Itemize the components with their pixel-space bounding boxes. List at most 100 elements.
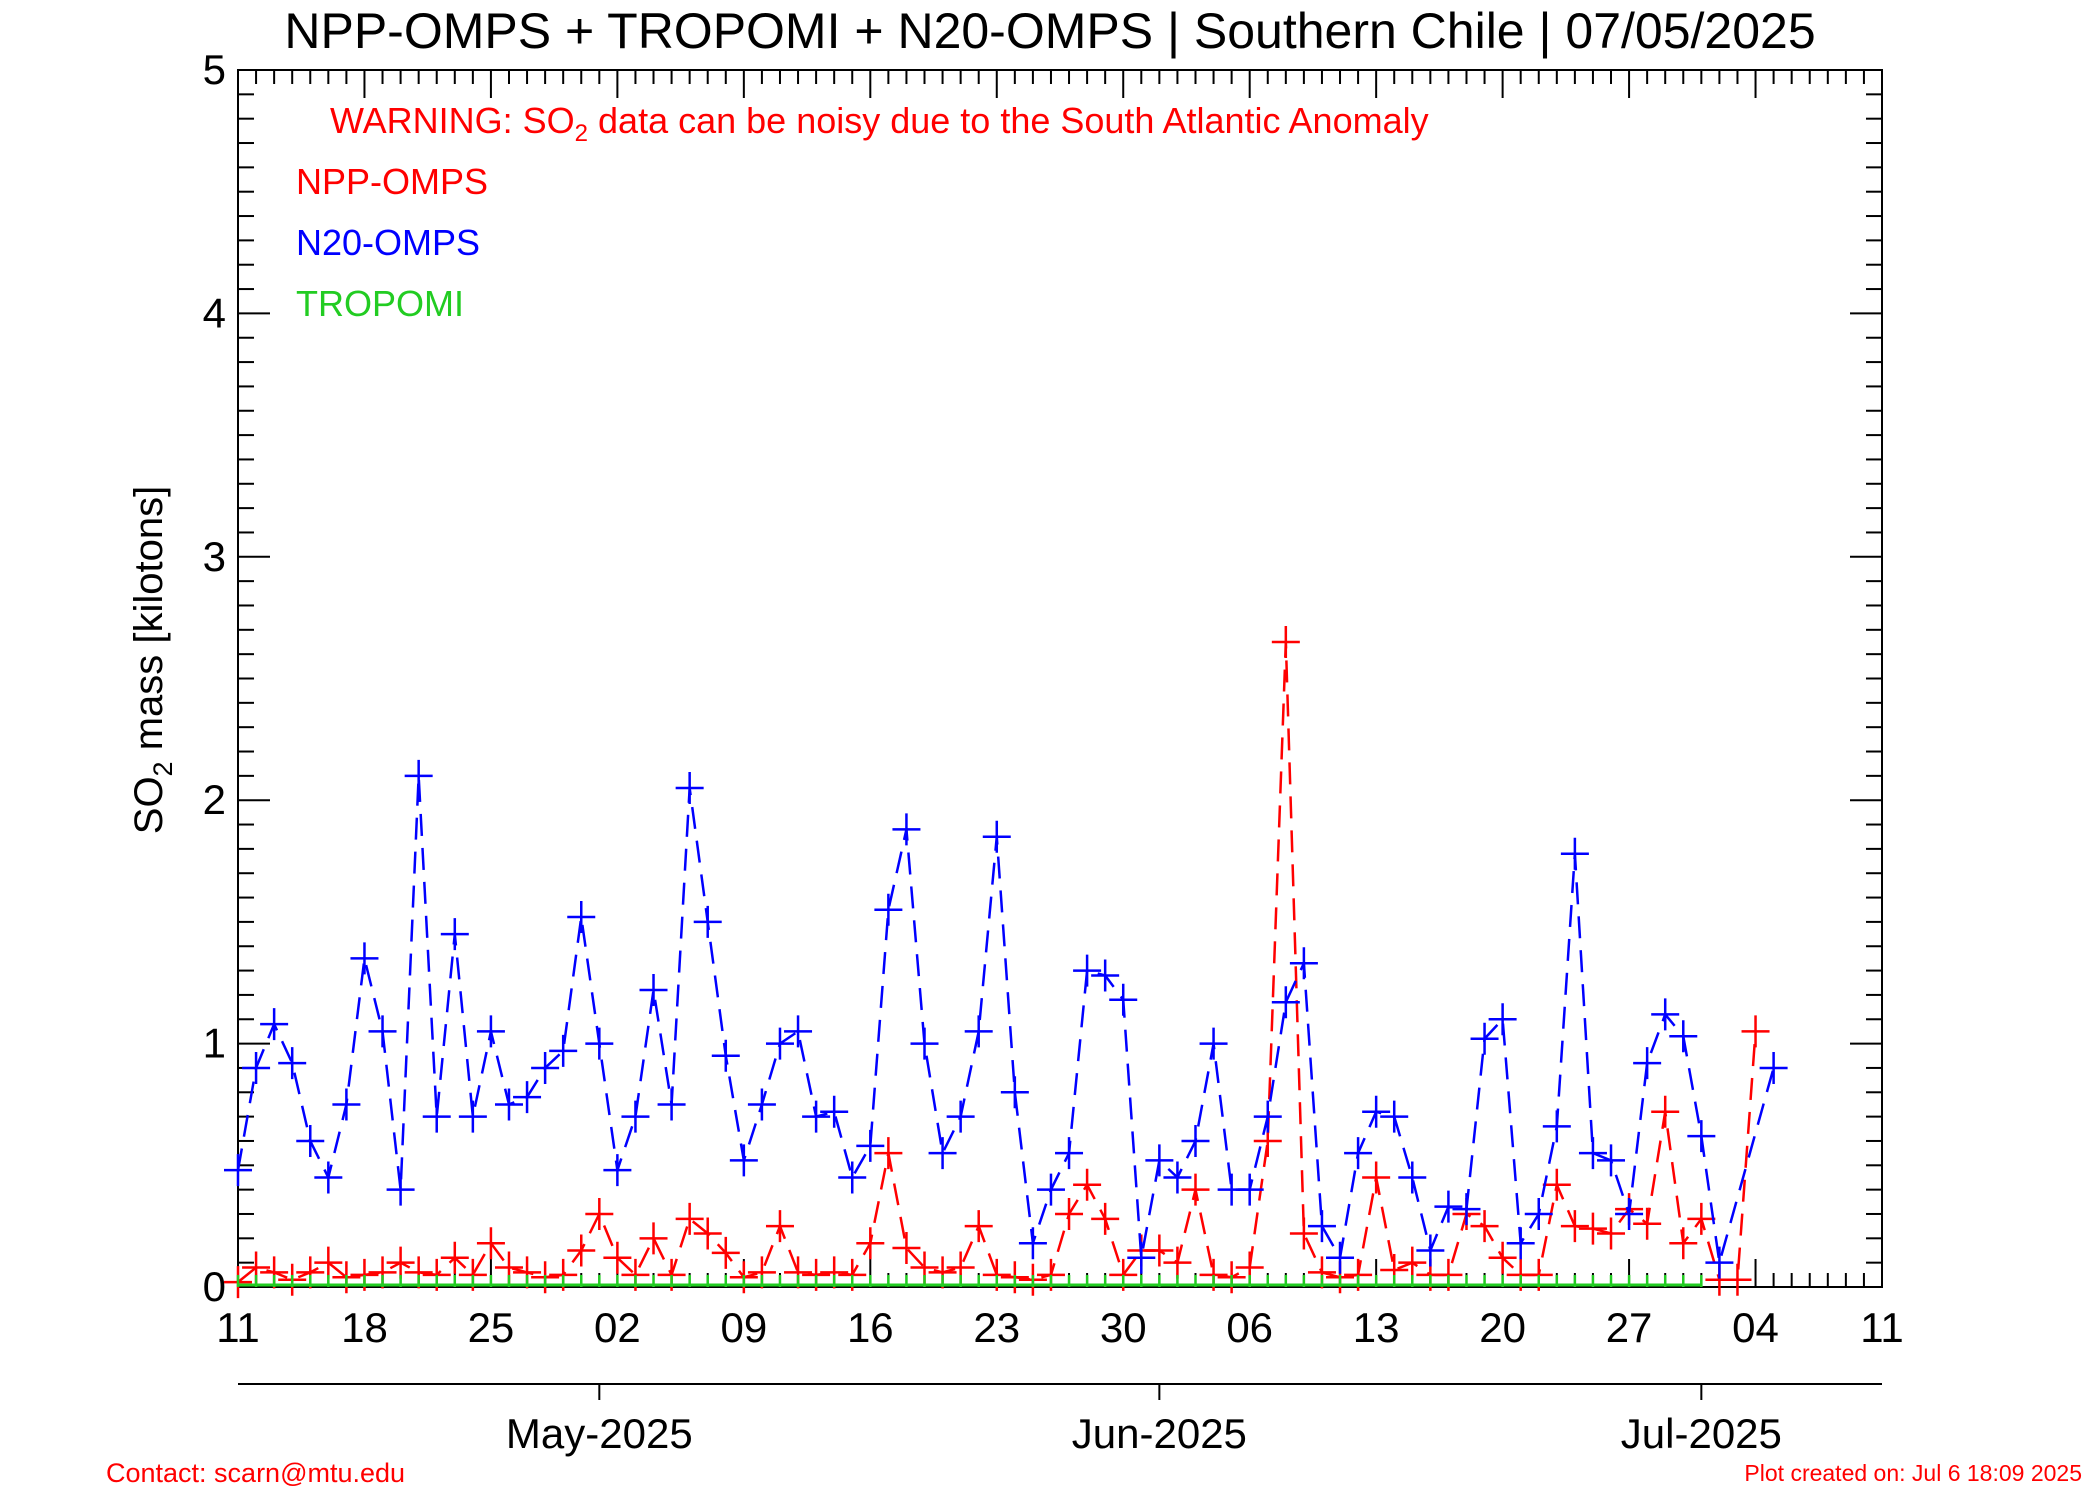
data-point — [404, 759, 433, 792]
data-point — [1560, 1210, 1589, 1243]
data-point — [765, 1210, 794, 1243]
contact-text: Contact: scarn@mtu.edu — [106, 1458, 406, 1488]
y-tick-label: 2 — [203, 776, 226, 823]
legend-entry: TROPOMI — [296, 283, 464, 324]
data-point — [892, 813, 921, 846]
data-point — [314, 1161, 343, 1194]
svg-text:WARNING: SO2 data can be noisy: WARNING: SO2 data can be noisy due to th… — [330, 100, 1429, 147]
data-point — [693, 905, 722, 938]
data-point — [296, 1124, 325, 1157]
y-axis-label-main: SO — [127, 776, 171, 834]
warning-text-pre: WARNING: SO — [330, 100, 575, 141]
y-tick-label: 4 — [203, 289, 226, 336]
data-point — [1506, 1227, 1535, 1260]
data-point — [458, 1100, 487, 1133]
data-point — [1181, 1173, 1210, 1206]
data-point — [1578, 1212, 1607, 1245]
data-point — [494, 1088, 523, 1121]
data-point — [838, 1161, 867, 1194]
data-point — [513, 1081, 542, 1114]
data-point — [639, 974, 668, 1007]
data-point — [314, 1246, 343, 1279]
data-point — [1091, 1202, 1120, 1235]
plot-frame — [237, 69, 1883, 1288]
x-tick-label: 02 — [594, 1304, 641, 1351]
series-tropomi — [236, 1275, 1703, 1287]
data-point — [242, 1051, 271, 1084]
data-point — [1669, 1020, 1698, 1053]
month-label: Jun-2025 — [1072, 1410, 1247, 1457]
data-point — [657, 1088, 686, 1121]
y-tick-label: 0 — [203, 1263, 226, 1310]
data-point — [874, 1137, 903, 1170]
data-point — [1271, 986, 1300, 1019]
data-point — [784, 1015, 813, 1048]
data-point — [1452, 1193, 1481, 1226]
series-line — [237, 641, 1757, 1284]
data-point — [892, 1232, 921, 1265]
data-point — [386, 1246, 415, 1279]
plot-created-text: Plot created on: Jul 6 18:09 2025 — [1744, 1460, 2082, 1486]
data-point — [946, 1100, 975, 1133]
data-point — [476, 1015, 505, 1048]
y-axis-label: SO2 mass [kilotons] — [127, 486, 178, 834]
data-point — [350, 942, 379, 975]
data-point — [1470, 1022, 1499, 1055]
data-point — [1055, 1197, 1084, 1230]
legend: NPP-OMPS N20-OMPS TROPOMI — [296, 161, 488, 324]
data-point — [1687, 1202, 1716, 1235]
data-point — [1687, 1120, 1716, 1153]
data-point — [1036, 1173, 1065, 1206]
data-point — [1163, 1246, 1192, 1279]
data-point — [567, 901, 596, 934]
x-tick-label: 23 — [973, 1304, 1020, 1351]
data-point — [729, 1144, 758, 1177]
data-point — [476, 1227, 505, 1260]
data-point — [1380, 1100, 1409, 1133]
x-tick-label: 25 — [468, 1304, 515, 1351]
series-npp-omps — [224, 625, 1770, 1299]
data-point — [1271, 625, 1300, 658]
data-point — [440, 1241, 469, 1274]
data-point — [1615, 1197, 1644, 1230]
data-point — [964, 1015, 993, 1048]
data-point — [1542, 1168, 1571, 1201]
data-point — [1524, 1197, 1553, 1230]
data-point — [856, 1129, 885, 1162]
data-point — [1542, 1110, 1571, 1143]
warning-note: WARNING: SO2 data can be noisy due to th… — [330, 100, 1429, 147]
data-point — [1127, 1241, 1156, 1274]
data-point — [224, 1154, 252, 1187]
data-point — [1434, 1190, 1463, 1223]
data-point — [1633, 1207, 1662, 1240]
data-point — [440, 918, 469, 951]
x-tick-label: 20 — [1479, 1304, 1526, 1351]
data-point — [1470, 1210, 1499, 1243]
data-point — [1344, 1137, 1373, 1170]
data-point — [1181, 1124, 1210, 1157]
x-tick-label: 09 — [720, 1304, 767, 1351]
data-point — [802, 1100, 831, 1133]
x-tick-label: 18 — [341, 1304, 388, 1351]
data-point — [675, 1202, 704, 1235]
data-point — [1723, 1263, 1752, 1296]
data-point — [1362, 1095, 1391, 1128]
warning-text-sub: 2 — [575, 120, 588, 147]
data-point — [585, 1197, 614, 1230]
data-point — [1235, 1173, 1264, 1206]
data-point — [1488, 1003, 1517, 1036]
data-point — [675, 772, 704, 805]
data-point — [1000, 1076, 1029, 1109]
data-point — [820, 1095, 849, 1128]
data-point — [874, 893, 903, 926]
data-point — [964, 1210, 993, 1243]
data-point — [386, 1173, 415, 1206]
data-point — [549, 1034, 578, 1067]
chart-title: NPP-OMPS + TROPOMI + N20-OMPS | Southern… — [284, 3, 1815, 59]
data-point — [910, 1027, 939, 1060]
data-point — [856, 1227, 885, 1260]
data-point — [260, 1008, 289, 1041]
month-label: May-2025 — [506, 1410, 693, 1457]
x-tick-label: 13 — [1353, 1304, 1400, 1351]
data-point — [1073, 954, 1102, 987]
